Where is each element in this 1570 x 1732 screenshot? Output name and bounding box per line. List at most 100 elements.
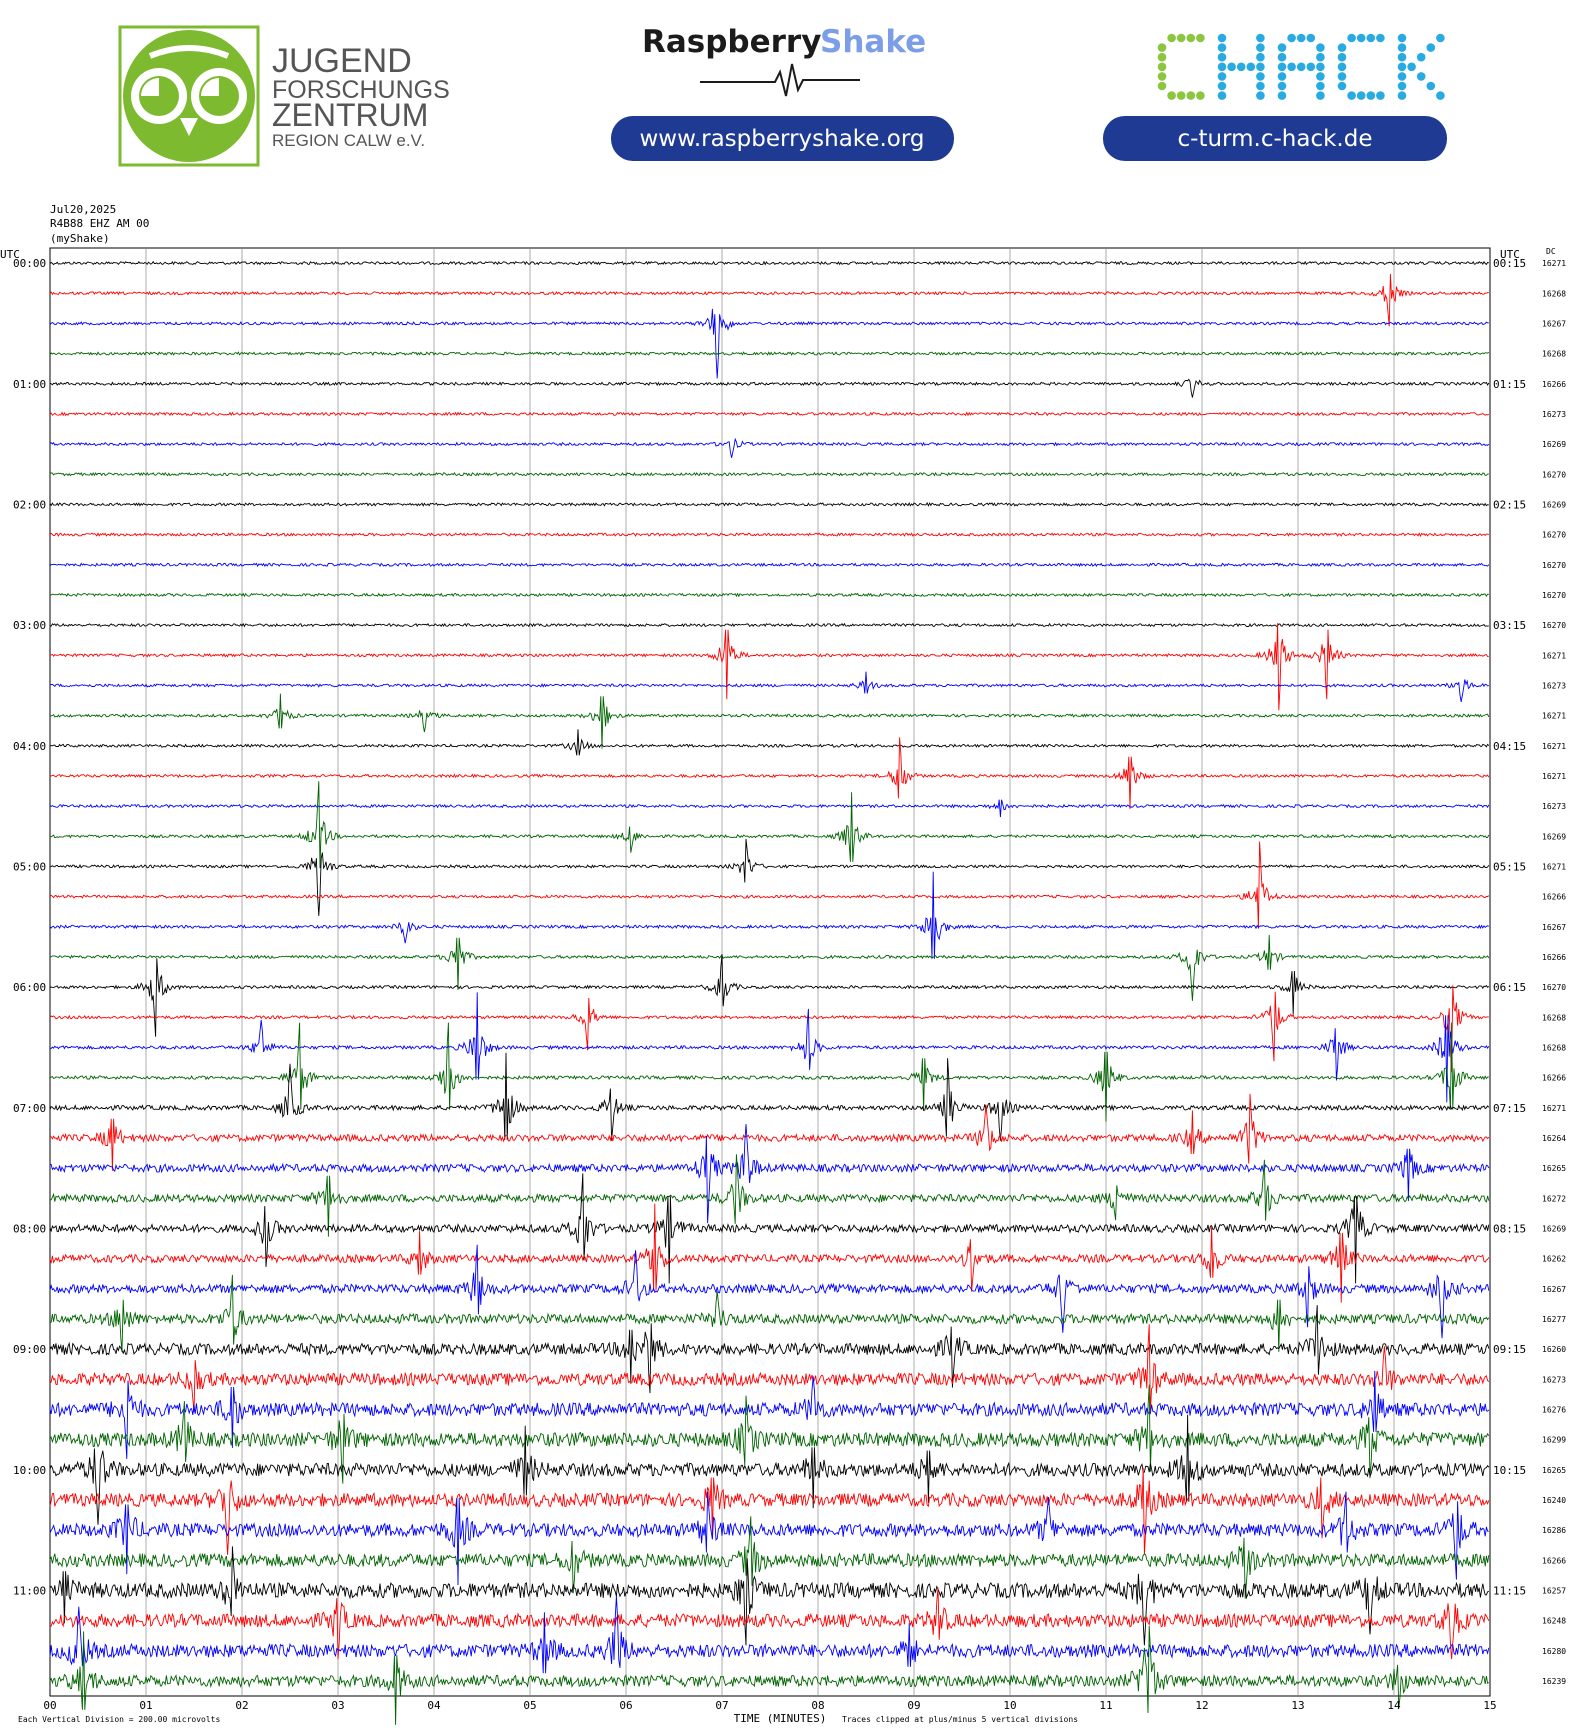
- jfz-owl-beak: [180, 118, 198, 136]
- jfz-owl-brow: [148, 45, 230, 59]
- x-tick-labels: 00 01 02 03 04 05 06 07 08 09 10 11 12 13 14 15: [43, 1699, 1496, 1712]
- chack-logo-dot: [1397, 81, 1407, 91]
- rs-url-link[interactable]: www.raspberryshake.org: [640, 126, 925, 152]
- chack-logo-dot: [1227, 62, 1236, 72]
- dc-value: 16270: [1542, 531, 1566, 540]
- left-time-02:00: 02:00: [13, 498, 46, 511]
- chack-logo-dot: [1316, 62, 1325, 72]
- dc-value: 16260: [1542, 1345, 1566, 1354]
- trace-row-31: [49, 1154, 1490, 1237]
- right-time-labels: 00:15 01:15 02:15 03:15 04:15 05:15 06:15 07:15…: [1493, 257, 1526, 1597]
- jfz-owl-glint-left: [141, 78, 159, 96]
- trace-row-7: [49, 471, 1489, 477]
- trace-row-44: [49, 1546, 1490, 1646]
- chack-logo-dot: [1356, 91, 1366, 100]
- dc-value: 16268: [1542, 1013, 1566, 1022]
- chack-logo-dot: [1157, 72, 1167, 81]
- right-utc-label: UTC: [1500, 248, 1520, 261]
- trace-row-39: [49, 1384, 1490, 1484]
- x-tick-04: 04: [427, 1699, 441, 1712]
- left-time-10:00: 10:00: [13, 1464, 46, 1477]
- dc-value: 16271: [1542, 712, 1566, 721]
- trace-row-4: [49, 378, 1490, 398]
- x-tick-06: 06: [619, 1699, 632, 1712]
- chack-logo-dot: [1217, 33, 1227, 43]
- chack-logo-dot: [1397, 62, 1407, 72]
- trace-row-3: [49, 351, 1490, 357]
- dc-value: 16280: [1542, 1647, 1566, 1656]
- jfz-owl-glint-right: [201, 78, 219, 96]
- trace-row-0: [49, 260, 1489, 266]
- x-tick-15: 15: [1483, 1699, 1496, 1712]
- traces: [49, 260, 1490, 1725]
- dc-value: 16239: [1542, 1677, 1566, 1686]
- trace-row-23: [49, 934, 1490, 1001]
- dc-value: 16248: [1542, 1617, 1566, 1626]
- dc-value: 16266: [1542, 1074, 1566, 1083]
- chack-logo-dot: [1366, 33, 1376, 43]
- chack-logo-dot: [1196, 33, 1205, 43]
- dc-value: 16277: [1542, 1315, 1566, 1324]
- x-tick-02: 02: [235, 1699, 248, 1712]
- chack-logo-dot: [1347, 91, 1356, 100]
- right-time-04:15: 04:15: [1493, 740, 1526, 753]
- right-time-06:15: 06:15: [1493, 981, 1526, 994]
- left-utc-label: UTC: [0, 248, 20, 261]
- chack-logo-dot: [1287, 33, 1296, 43]
- left-time-04:00: 04:00: [13, 740, 46, 753]
- chack-logo-dot: [1337, 72, 1347, 81]
- dc-value: 16271: [1542, 651, 1566, 660]
- chack-logo-dot: [1337, 43, 1347, 52]
- chack-logo-dot: [1256, 91, 1265, 100]
- trace-row-29: [49, 1093, 1490, 1171]
- left-time-03:00: 03:00: [13, 619, 46, 632]
- chack-logo-dot: [1277, 52, 1287, 62]
- chack-logo-dot: [1176, 91, 1186, 100]
- header: JUGEND FORSCHUNGS ZENTRUM REGION CALW e.…: [0, 0, 1570, 185]
- dc-value: 16267: [1542, 1285, 1566, 1294]
- trace-row-5: [49, 411, 1490, 417]
- footer-left: Each Vertical Division = 200.00 microvol…: [18, 1715, 220, 1724]
- chack-logo-dot: [1256, 62, 1265, 72]
- trace-row-41: [49, 1467, 1490, 1555]
- trace-row-38: [49, 1370, 1490, 1459]
- rs-word1: Raspberry: [642, 24, 821, 60]
- trace-row-19: [49, 781, 1490, 869]
- chack-logo-dot: [1256, 43, 1265, 52]
- dc-value: 16262: [1542, 1255, 1566, 1264]
- dc-value: 16286: [1542, 1526, 1566, 1535]
- chack-logo-dot: [1397, 52, 1407, 62]
- trace-row-11: [49, 592, 1489, 598]
- jfz-owl-disc: [123, 30, 255, 162]
- chack-logo-dot: [1277, 91, 1287, 100]
- trace-row-37: [49, 1324, 1490, 1413]
- chack-logo-dot: [1397, 33, 1407, 43]
- dc-values: 16271 16268 16267 16268 16266 16273 16269 16270…: [1542, 259, 1566, 1686]
- chart-station: R4B88 EHZ AM 00: [50, 217, 149, 230]
- chack-logo-dot: [1186, 91, 1196, 100]
- footer-right: Traces clipped at plus/minus 5 vertical …: [842, 1715, 1078, 1724]
- jfz-line4: REGION CALW e.V.: [272, 131, 425, 150]
- chack-logo-dot: [1306, 33, 1316, 43]
- trace-row-20: [49, 838, 1490, 916]
- x-axis-label: TIME (MINUTES): [734, 1712, 827, 1725]
- trace-row-13: [49, 623, 1489, 711]
- trace-row-18: [49, 799, 1490, 818]
- chack-url-pill: [1103, 116, 1447, 161]
- dc-value: 16276: [1542, 1405, 1566, 1414]
- chack-url-link[interactable]: c-turm.c-hack.de: [1178, 126, 1373, 152]
- left-time-07:00: 07:00: [13, 1102, 46, 1115]
- x-tick-08: 08: [811, 1699, 824, 1712]
- chack-logo-dot: [1347, 33, 1356, 43]
- header-graphics: JUGEND FORSCHUNGS ZENTRUM REGION CALW e.…: [118, 24, 1447, 167]
- trace-row-12: [49, 622, 1489, 628]
- chack-logo-dot: [1397, 72, 1407, 81]
- dc-value: 16266: [1542, 893, 1566, 902]
- chack-logo-dot: [1397, 43, 1407, 52]
- dc-value: 16270: [1542, 983, 1566, 992]
- chack-logo-dot: [1436, 91, 1445, 100]
- chack-logo-dot: [1337, 62, 1347, 72]
- right-time-05:15: 05:15: [1493, 860, 1526, 873]
- x-tick-10: 10: [1003, 1699, 1016, 1712]
- dc-value: 16273: [1542, 1375, 1566, 1384]
